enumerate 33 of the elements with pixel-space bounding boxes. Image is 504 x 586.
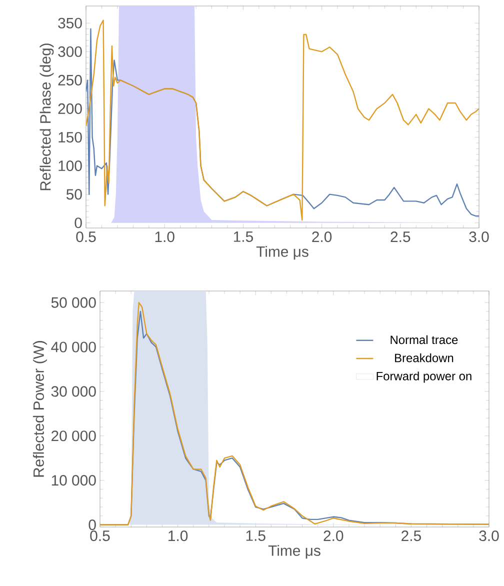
x-tick-label: 2.0 bbox=[312, 232, 332, 242]
x-tick-label: 0.5 bbox=[90, 530, 110, 542]
x-tick-label: 1.0 bbox=[155, 232, 174, 242]
y-tick-label: 50 bbox=[66, 189, 82, 200]
y-tick-label: 300 bbox=[58, 46, 82, 57]
y-tick-label: 250 bbox=[58, 74, 82, 86]
x-tick-label: 1.5 bbox=[246, 530, 266, 541]
y-tick-label: 150 bbox=[58, 132, 82, 143]
y-tick-label: 30 000 bbox=[51, 386, 96, 397]
legend-label: Normal trace bbox=[390, 335, 458, 344]
y-axis-title: Reflected Power (W) bbox=[33, 341, 47, 477]
x-tick-label: 1.0 bbox=[168, 530, 188, 542]
x-tick-label: 2.5 bbox=[390, 232, 410, 242]
y-tick-label: 0 bbox=[88, 519, 96, 530]
legend-label: Forward power on bbox=[376, 372, 472, 383]
x-tick-label: 1.5 bbox=[234, 232, 253, 242]
x-tick-label: 3.0 bbox=[469, 232, 489, 242]
y-tick-label: 0 bbox=[74, 218, 82, 228]
x-tick-label: 2.0 bbox=[324, 530, 344, 542]
y-axis-title: Reflected Phase (deg) bbox=[40, 44, 54, 190]
x-axis-title: Time μs bbox=[268, 544, 320, 559]
y-tick-label: 100 bbox=[58, 160, 82, 172]
x-tick-label: 3.0 bbox=[479, 530, 499, 542]
x-axis-title: Time μs bbox=[256, 246, 308, 260]
x-tick-label: 2.5 bbox=[402, 530, 421, 542]
y-tick-label: 50 000 bbox=[51, 297, 96, 308]
legend-label: Breakdown bbox=[395, 353, 454, 362]
y-tick-label: 40 000 bbox=[51, 342, 96, 352]
x-tick-label: 0.5 bbox=[76, 232, 96, 242]
y-tick-label: 10 000 bbox=[52, 475, 96, 486]
y-tick-label: 20 000 bbox=[52, 430, 96, 442]
y-tick-label: 200 bbox=[58, 103, 82, 114]
y-tick-label: 350 bbox=[58, 18, 82, 28]
